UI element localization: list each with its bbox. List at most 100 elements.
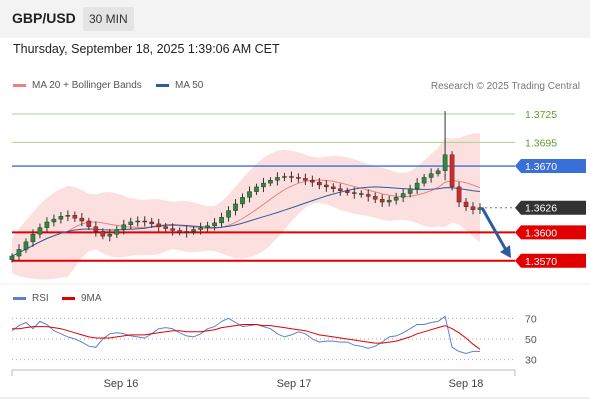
candle [23, 241, 29, 250]
candle [135, 220, 141, 223]
candle [421, 177, 427, 184]
chart-header: GBP/USD 30 MIN [0, 0, 590, 38]
candle [191, 229, 196, 232]
candle [428, 173, 434, 178]
candle [372, 196, 378, 200]
candle [296, 177, 301, 179]
rsi-line [11, 315, 480, 355]
candle [358, 193, 364, 195]
candle [233, 203, 238, 211]
candle [261, 182, 266, 188]
candle [344, 190, 350, 193]
candle [205, 225, 210, 228]
candle [142, 220, 148, 223]
candle [72, 215, 78, 219]
candle [331, 186, 336, 189]
candle [338, 188, 343, 191]
level-label-1.3570: 1.3570 [525, 256, 557, 268]
candle [9, 255, 15, 261]
x-axis-label-Sep-16: Sep 16 [104, 378, 139, 390]
rsi-level-label-50: 50 [525, 334, 537, 346]
candle [16, 249, 22, 257]
legend-rsi-ma-label: 9MA [81, 293, 102, 304]
candle [435, 170, 441, 174]
candle [463, 201, 469, 207]
level-tag-1.3626 [515, 200, 586, 215]
legend-rsi-swatch [13, 296, 26, 300]
candle [184, 231, 189, 233]
candle [114, 229, 120, 235]
candle [449, 154, 455, 188]
candle [170, 228, 175, 231]
level-label-1.3626: 1.3626 [525, 203, 557, 215]
legend-ma50-label: MA 50 [175, 80, 204, 91]
candle [268, 180, 273, 184]
candle [310, 180, 315, 183]
candle [240, 197, 245, 205]
level-label-1.3725: 1.3725 [525, 109, 557, 121]
candle [121, 224, 127, 230]
candle [282, 176, 287, 178]
level-label-1.3695: 1.3695 [525, 137, 557, 149]
candle [386, 199, 392, 203]
legend-ma50-swatch [156, 83, 169, 87]
candle [275, 177, 280, 181]
rsi-level-label-70: 70 [525, 313, 537, 325]
candle [128, 221, 134, 225]
timeframe-button[interactable]: 30 MIN [83, 7, 134, 31]
level-label-1.3670: 1.3670 [525, 161, 557, 173]
candle [30, 234, 36, 243]
credit-text: Research © 2025 Trading Central [430, 81, 580, 92]
bollinger-band [12, 133, 480, 280]
forecast-arrow-head [500, 245, 511, 259]
candle [351, 192, 357, 194]
level-label-1.3600: 1.3600 [525, 227, 557, 239]
candle [212, 222, 217, 226]
ma50-line [11, 186, 481, 257]
candle [177, 230, 182, 233]
legend-rsi-ma-swatch [62, 296, 75, 300]
candle [407, 188, 413, 194]
candle [324, 184, 329, 188]
timestamp: Thursday, September 18, 2025 1:39:06 AM … [13, 42, 280, 56]
candle [100, 231, 106, 237]
legend-bollinger-swatch [13, 83, 26, 87]
candle [219, 217, 224, 224]
legend-rsi: RSI [13, 293, 49, 304]
candle [289, 176, 294, 178]
rsi-ma-line [12, 324, 481, 350]
candle [317, 181, 322, 186]
candle [379, 199, 385, 203]
candle [156, 223, 161, 227]
legend-bollinger: MA 20 + Bollinger Bands [13, 80, 142, 91]
candle [51, 218, 57, 223]
candle [365, 194, 371, 197]
forecast-arrow-shaft [480, 206, 508, 251]
candle [226, 210, 231, 218]
candle [37, 227, 43, 235]
candle [163, 226, 168, 229]
candle [254, 186, 259, 192]
candle [303, 178, 308, 181]
x-axis-label-Sep-18: Sep 18 [449, 378, 484, 390]
level-tag-1.3600 [515, 225, 586, 240]
candle [44, 221, 50, 228]
legend-ma50: MA 50 [156, 80, 203, 91]
rsi-level-label-30: 30 [525, 355, 537, 367]
candle [65, 215, 71, 217]
candle [470, 206, 476, 210]
candle [400, 193, 406, 198]
candle [107, 234, 113, 237]
level-tag-1.3570 [515, 253, 586, 268]
candle [442, 154, 448, 171]
candle [86, 220, 92, 227]
candle [149, 221, 154, 225]
symbol-label: GBP/USD [12, 10, 76, 26]
candle [93, 226, 99, 232]
candle [198, 227, 203, 230]
candle [247, 191, 252, 198]
candle [456, 186, 462, 203]
candle [393, 197, 399, 201]
legend-bollinger-label: MA 20 + Bollinger Bands [32, 80, 142, 91]
candle [414, 182, 420, 189]
